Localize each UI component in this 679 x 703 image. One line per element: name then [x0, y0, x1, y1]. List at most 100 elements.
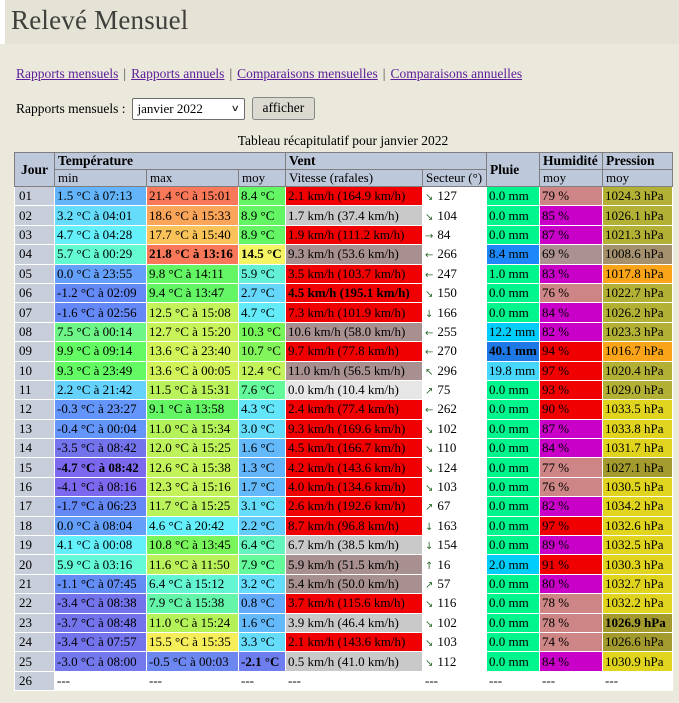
humidity-cell: 82 %	[539, 496, 604, 517]
temp-max-cell: 21.4 °C à 15:01	[146, 185, 239, 207]
humidity-cell: 76 %	[539, 476, 604, 498]
wind-direction-arrow-icon: ←	[425, 347, 434, 359]
wind-speed-cell: 11.0 km/h (56.5 km/h)	[285, 360, 424, 381]
rain-cell: 0.0 mm	[486, 438, 541, 459]
temp-min-cell: 5.7 °C à 00:29	[54, 244, 147, 265]
day-cell: 12	[14, 399, 55, 420]
temp-avg-cell: 4.7 °C	[237, 302, 287, 323]
col-subheader-humidite-moy: moy	[539, 169, 604, 187]
wind-sector-cell: → 84	[422, 224, 488, 246]
wind-speed-cell: 3.5 km/h (103.7 km/h)	[285, 263, 424, 284]
temp-avg-cell: 7.6 °C	[237, 379, 287, 401]
humidity-cell: 83 %	[539, 263, 604, 284]
temp-min-cell: 0.0 °C à 23:55	[54, 263, 147, 284]
temp-max-cell: 12.0 °C à 15:25	[146, 438, 239, 459]
wind-sector-cell: ↘ 102	[422, 418, 488, 440]
wind-sector-cell: ← 262	[422, 399, 488, 420]
day-cell: 16	[14, 476, 55, 498]
day-cell: 06	[14, 282, 55, 304]
table-row: 13 -0.4 °C à 00:04 11.0 °C à 15:34 3.0 °C 9.…	[14, 418, 674, 440]
wind-speed-cell: 2.1 km/h (143.6 km/h)	[285, 631, 424, 653]
temp-min-cell: 9.3 °C à 23:49	[54, 360, 147, 381]
pressure-cell: 1032.5 hPa	[602, 535, 674, 556]
nav-separator: |	[229, 66, 233, 81]
pressure-cell: 1024.3 hPa	[602, 185, 674, 207]
temp-max-cell: 11.5 °C à 15:31	[146, 379, 239, 401]
wind-speed-cell: 1.7 km/h (37.4 km/h)	[285, 205, 424, 226]
wind-speed-cell: 5.4 km/h (50.0 km/h)	[285, 573, 424, 595]
wind-speed-cell: 9.7 km/h (77.8 km/h)	[285, 341, 424, 362]
wind-direction-arrow-icon: ↘	[425, 463, 434, 475]
wind-speed-cell: 4.5 km/h (166.7 km/h)	[285, 438, 424, 459]
temp-min-cell: 9.9 °C à 09:14	[54, 341, 147, 362]
table-row: 08 7.5 °C à 00:14 12.7 °C à 15:20 10.3 °C 10…	[14, 321, 674, 343]
temp-avg-cell: 10.3 °C	[237, 321, 287, 343]
wind-direction-arrow-icon: ←	[425, 405, 434, 417]
table-row: 10 9.3 °C à 23:49 13.6 °C à 00:05 12.4 °C 11…	[14, 360, 674, 381]
wind-direction-arrow-icon: ↓	[425, 308, 434, 320]
pressure-cell: 1016.7 hPa	[602, 341, 674, 362]
day-cell: 10	[14, 360, 55, 381]
wind-speed-cell: 3.7 km/h (115.6 km/h)	[285, 593, 424, 614]
humidity-cell: 78 %	[539, 612, 604, 633]
nav-link-comparaisons-mensuelles[interactable]: Comparaisons mensuelles	[237, 66, 378, 81]
temp-min-cell: 4.7 °C à 04:28	[54, 224, 147, 246]
temp-max-cell: 18.6 °C à 15:33	[146, 205, 239, 226]
humidity-cell: ---	[539, 670, 604, 692]
wind-direction-arrow-icon: ←	[425, 327, 434, 339]
pressure-cell: 1023.3 hPa	[602, 321, 674, 343]
day-cell: 15	[14, 457, 55, 478]
wind-direction-arrow-icon: ←	[425, 250, 434, 262]
page-title: Relevé Mensuel	[11, 5, 189, 35]
wind-sector-cell: ↖ 296	[422, 360, 488, 381]
day-cell: 11	[14, 379, 55, 401]
temp-avg-cell: 5.9 °C	[237, 263, 287, 284]
temp-avg-cell: 6.4 °C	[237, 535, 287, 556]
temp-min-cell: 5.9 °C à 03:16	[54, 554, 147, 575]
temp-max-cell: 15.5 °C à 15:35	[146, 631, 239, 653]
wind-direction-arrow-icon: ↓	[425, 541, 434, 553]
report-controls: Rapports mensuels : janvier 2022 ∨ affic…	[16, 97, 679, 120]
month-select[interactable]: janvier 2022 ∨	[131, 97, 245, 120]
nav-link-rapports-annuels[interactable]: Rapports annuels	[131, 66, 225, 81]
table-row: 26 --- --- --- --- --- --- --- ---	[14, 670, 674, 692]
temp-max-cell: ---	[146, 670, 239, 692]
rain-cell: 0.0 mm	[486, 535, 541, 556]
table-row: 09 9.9 °C à 09:14 13.6 °C à 23:40 10.7 °C 9.…	[14, 341, 674, 362]
pressure-cell: 1033.5 hPa	[602, 399, 674, 420]
temp-min-cell: 3.2 °C à 04:01	[54, 205, 147, 226]
temp-avg-cell: 14.5 °C	[237, 244, 287, 265]
humidity-cell: 89 %	[539, 535, 604, 556]
wind-speed-cell: 1.9 km/h (111.2 km/h)	[285, 224, 424, 246]
table-row: 16 -4.1 °C à 08:16 12.3 °C à 15:16 1.7 °C 4.…	[14, 476, 674, 498]
day-cell: 19	[14, 535, 55, 556]
temp-max-cell: 10.8 °C à 13:45	[146, 535, 239, 556]
table-row: 23 -3.7 °C à 08:48 11.0 °C à 15:24 1.6 °C 3.…	[14, 612, 674, 633]
nav-link-comparaisons-annuelles[interactable]: Comparaisons annuelles	[390, 66, 523, 81]
humidity-cell: 80 %	[539, 573, 604, 595]
wind-direction-arrow-icon: ↘	[425, 657, 434, 669]
nav-link-rapports-mensuels[interactable]: Rapports mensuels	[16, 66, 119, 81]
table-row: 02 3.2 °C à 04:01 18.6 °C à 15:33 8.9 °C 1.7…	[14, 205, 674, 226]
pressure-cell: 1026.6 hPa	[602, 631, 674, 653]
wind-speed-cell: 7.3 km/h (101.9 km/h)	[285, 302, 424, 323]
humidity-cell: 85 %	[539, 205, 604, 226]
temp-avg-cell: 10.7 °C	[237, 341, 287, 362]
humidity-cell: 69 %	[539, 244, 604, 265]
temp-avg-cell: 8.9 °C	[237, 224, 287, 246]
temp-min-cell: ---	[54, 670, 147, 692]
rain-cell: 0.0 mm	[486, 496, 541, 517]
month-select-value: janvier 2022	[137, 100, 203, 116]
col-header-humidite: Humidité	[539, 152, 604, 170]
humidity-cell: 78 %	[539, 593, 604, 614]
wind-sector-cell: ↘ 150	[422, 282, 488, 304]
temp-avg-cell: 2.2 °C	[237, 515, 287, 537]
display-button[interactable]: afficher	[251, 97, 316, 120]
wind-sector-cell: ← 270	[422, 341, 488, 362]
pressure-cell: 1026.9 hPa	[602, 612, 674, 633]
wind-speed-cell: 2.1 km/h (164.9 km/h)	[285, 185, 424, 207]
humidity-cell: 84 %	[539, 651, 604, 672]
temp-min-cell: -3.4 °C à 08:38	[54, 593, 147, 614]
wind-direction-arrow-icon: ↘	[425, 424, 434, 436]
wind-sector-cell: ↘ 127	[422, 185, 488, 207]
